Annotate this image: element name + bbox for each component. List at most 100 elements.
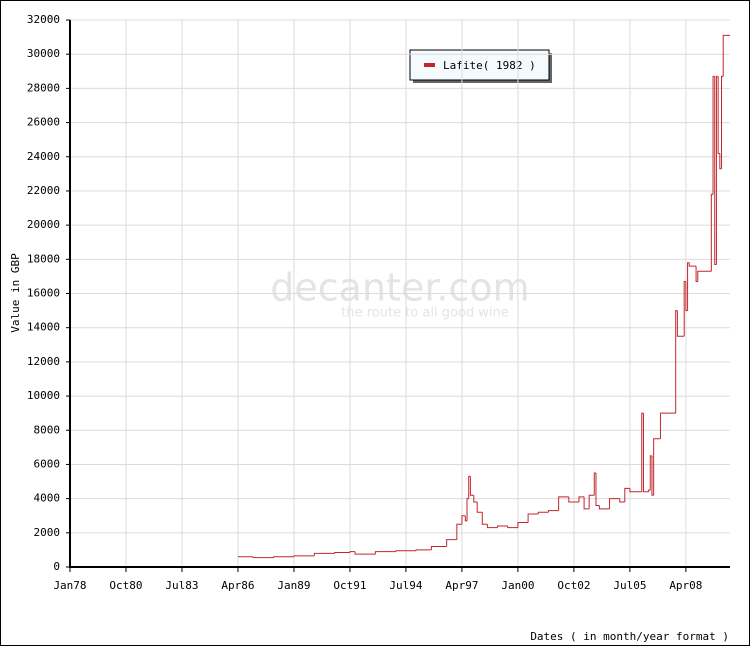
y-tick-label: 10000 [27, 389, 60, 402]
line-step [558, 496, 569, 511]
line-step [695, 266, 698, 283]
x-tick-label: Apr97 [445, 579, 478, 592]
y-tick-label: 4000 [34, 492, 61, 505]
line-step [687, 262, 690, 311]
y-tick-label: 32000 [27, 13, 60, 26]
line-step [653, 438, 661, 496]
line-step [517, 522, 529, 528]
line-step [481, 512, 488, 525]
line-step [527, 513, 539, 523]
y-tick-label: 12000 [27, 355, 60, 368]
line-step [578, 496, 585, 503]
line-step [349, 551, 356, 553]
watermark-tagline: the route to all good wine [341, 306, 508, 321]
y-tick-label: 22000 [27, 184, 60, 197]
line-step [415, 549, 432, 551]
x-tick-label: Jan78 [53, 579, 86, 592]
line-step [717, 76, 720, 154]
line-step [619, 498, 625, 503]
x-tick-label: Oct91 [333, 579, 366, 592]
x-axis-label: Dates ( in month/year format ) [530, 630, 729, 643]
line-step [486, 524, 498, 529]
line-step [714, 76, 717, 265]
line-step [675, 310, 678, 414]
line-step [641, 412, 644, 492]
line-step [354, 551, 376, 555]
x-tick-label: Oct02 [557, 579, 590, 592]
x-tick-label: Jul05 [613, 579, 646, 592]
line-step [688, 262, 697, 267]
legend: Lafite( 1982 ) [409, 49, 552, 83]
y-tick-label: 6000 [34, 457, 61, 470]
line-step [313, 552, 335, 556]
line-step [715, 75, 719, 265]
line-step [659, 412, 676, 439]
watermark: decanter.com [270, 266, 529, 310]
line-step [469, 476, 474, 496]
line-step [593, 472, 596, 496]
line-step [468, 475, 471, 499]
line-step [583, 496, 590, 510]
line-step [683, 281, 686, 337]
line-step [461, 515, 466, 525]
line-step [537, 511, 549, 515]
line-step [721, 75, 724, 169]
y-tick-label: 16000 [27, 287, 60, 300]
line-step [685, 281, 688, 312]
line-step [547, 510, 559, 513]
line-step [497, 525, 508, 528]
y-tick-label: 14000 [27, 321, 60, 334]
line-step [446, 539, 457, 547]
line-step [252, 556, 274, 559]
y-tick-label: 20000 [27, 218, 60, 231]
line-step [293, 555, 315, 557]
line-step [473, 495, 478, 503]
y-tick-label: 26000 [27, 116, 60, 129]
y-tick-label: 18000 [27, 252, 60, 265]
x-tick-label: Jan89 [277, 579, 310, 592]
line-step [598, 505, 610, 510]
y-tick-label: 28000 [27, 81, 60, 94]
x-tick-label: Oct80 [109, 579, 142, 592]
x-tick-label: Apr08 [669, 579, 702, 592]
line-step [712, 75, 715, 195]
line-step [476, 502, 483, 513]
line-step [719, 153, 722, 170]
line-step [464, 515, 468, 522]
line-step [588, 494, 595, 509]
line-step [722, 34, 730, 77]
line-step [710, 193, 714, 272]
line-step [651, 455, 654, 496]
legend-swatch [424, 63, 435, 67]
line-step [624, 487, 630, 503]
line-step [430, 545, 447, 550]
line-step [676, 310, 685, 337]
x-tick-label: Jul94 [389, 579, 422, 592]
y-tick-label: 2000 [34, 526, 61, 539]
line-step [642, 413, 649, 493]
line-step [649, 455, 652, 491]
line-step [456, 523, 462, 540]
y-tick-label: 0 [53, 560, 60, 573]
line-step [395, 550, 417, 552]
line-step [273, 556, 294, 558]
x-tick-label: Apr86 [221, 579, 254, 592]
x-tick-label: Jan00 [501, 579, 534, 592]
line-step [595, 472, 600, 506]
line-step [697, 270, 712, 282]
line-step [507, 525, 518, 529]
line-step [648, 489, 651, 492]
line-step [466, 498, 469, 521]
line-step [374, 551, 396, 555]
x-tick-label: Jul83 [165, 579, 198, 592]
line-step [334, 551, 350, 554]
line-step [609, 498, 620, 509]
legend-label: Lafite( 1982 ) [443, 59, 536, 72]
line-step [568, 496, 579, 503]
line-step [629, 488, 641, 493]
y-tick-label: 24000 [27, 150, 60, 163]
y-tick-label: 8000 [34, 423, 61, 436]
y-axis-label: Value in GBP [9, 253, 22, 333]
